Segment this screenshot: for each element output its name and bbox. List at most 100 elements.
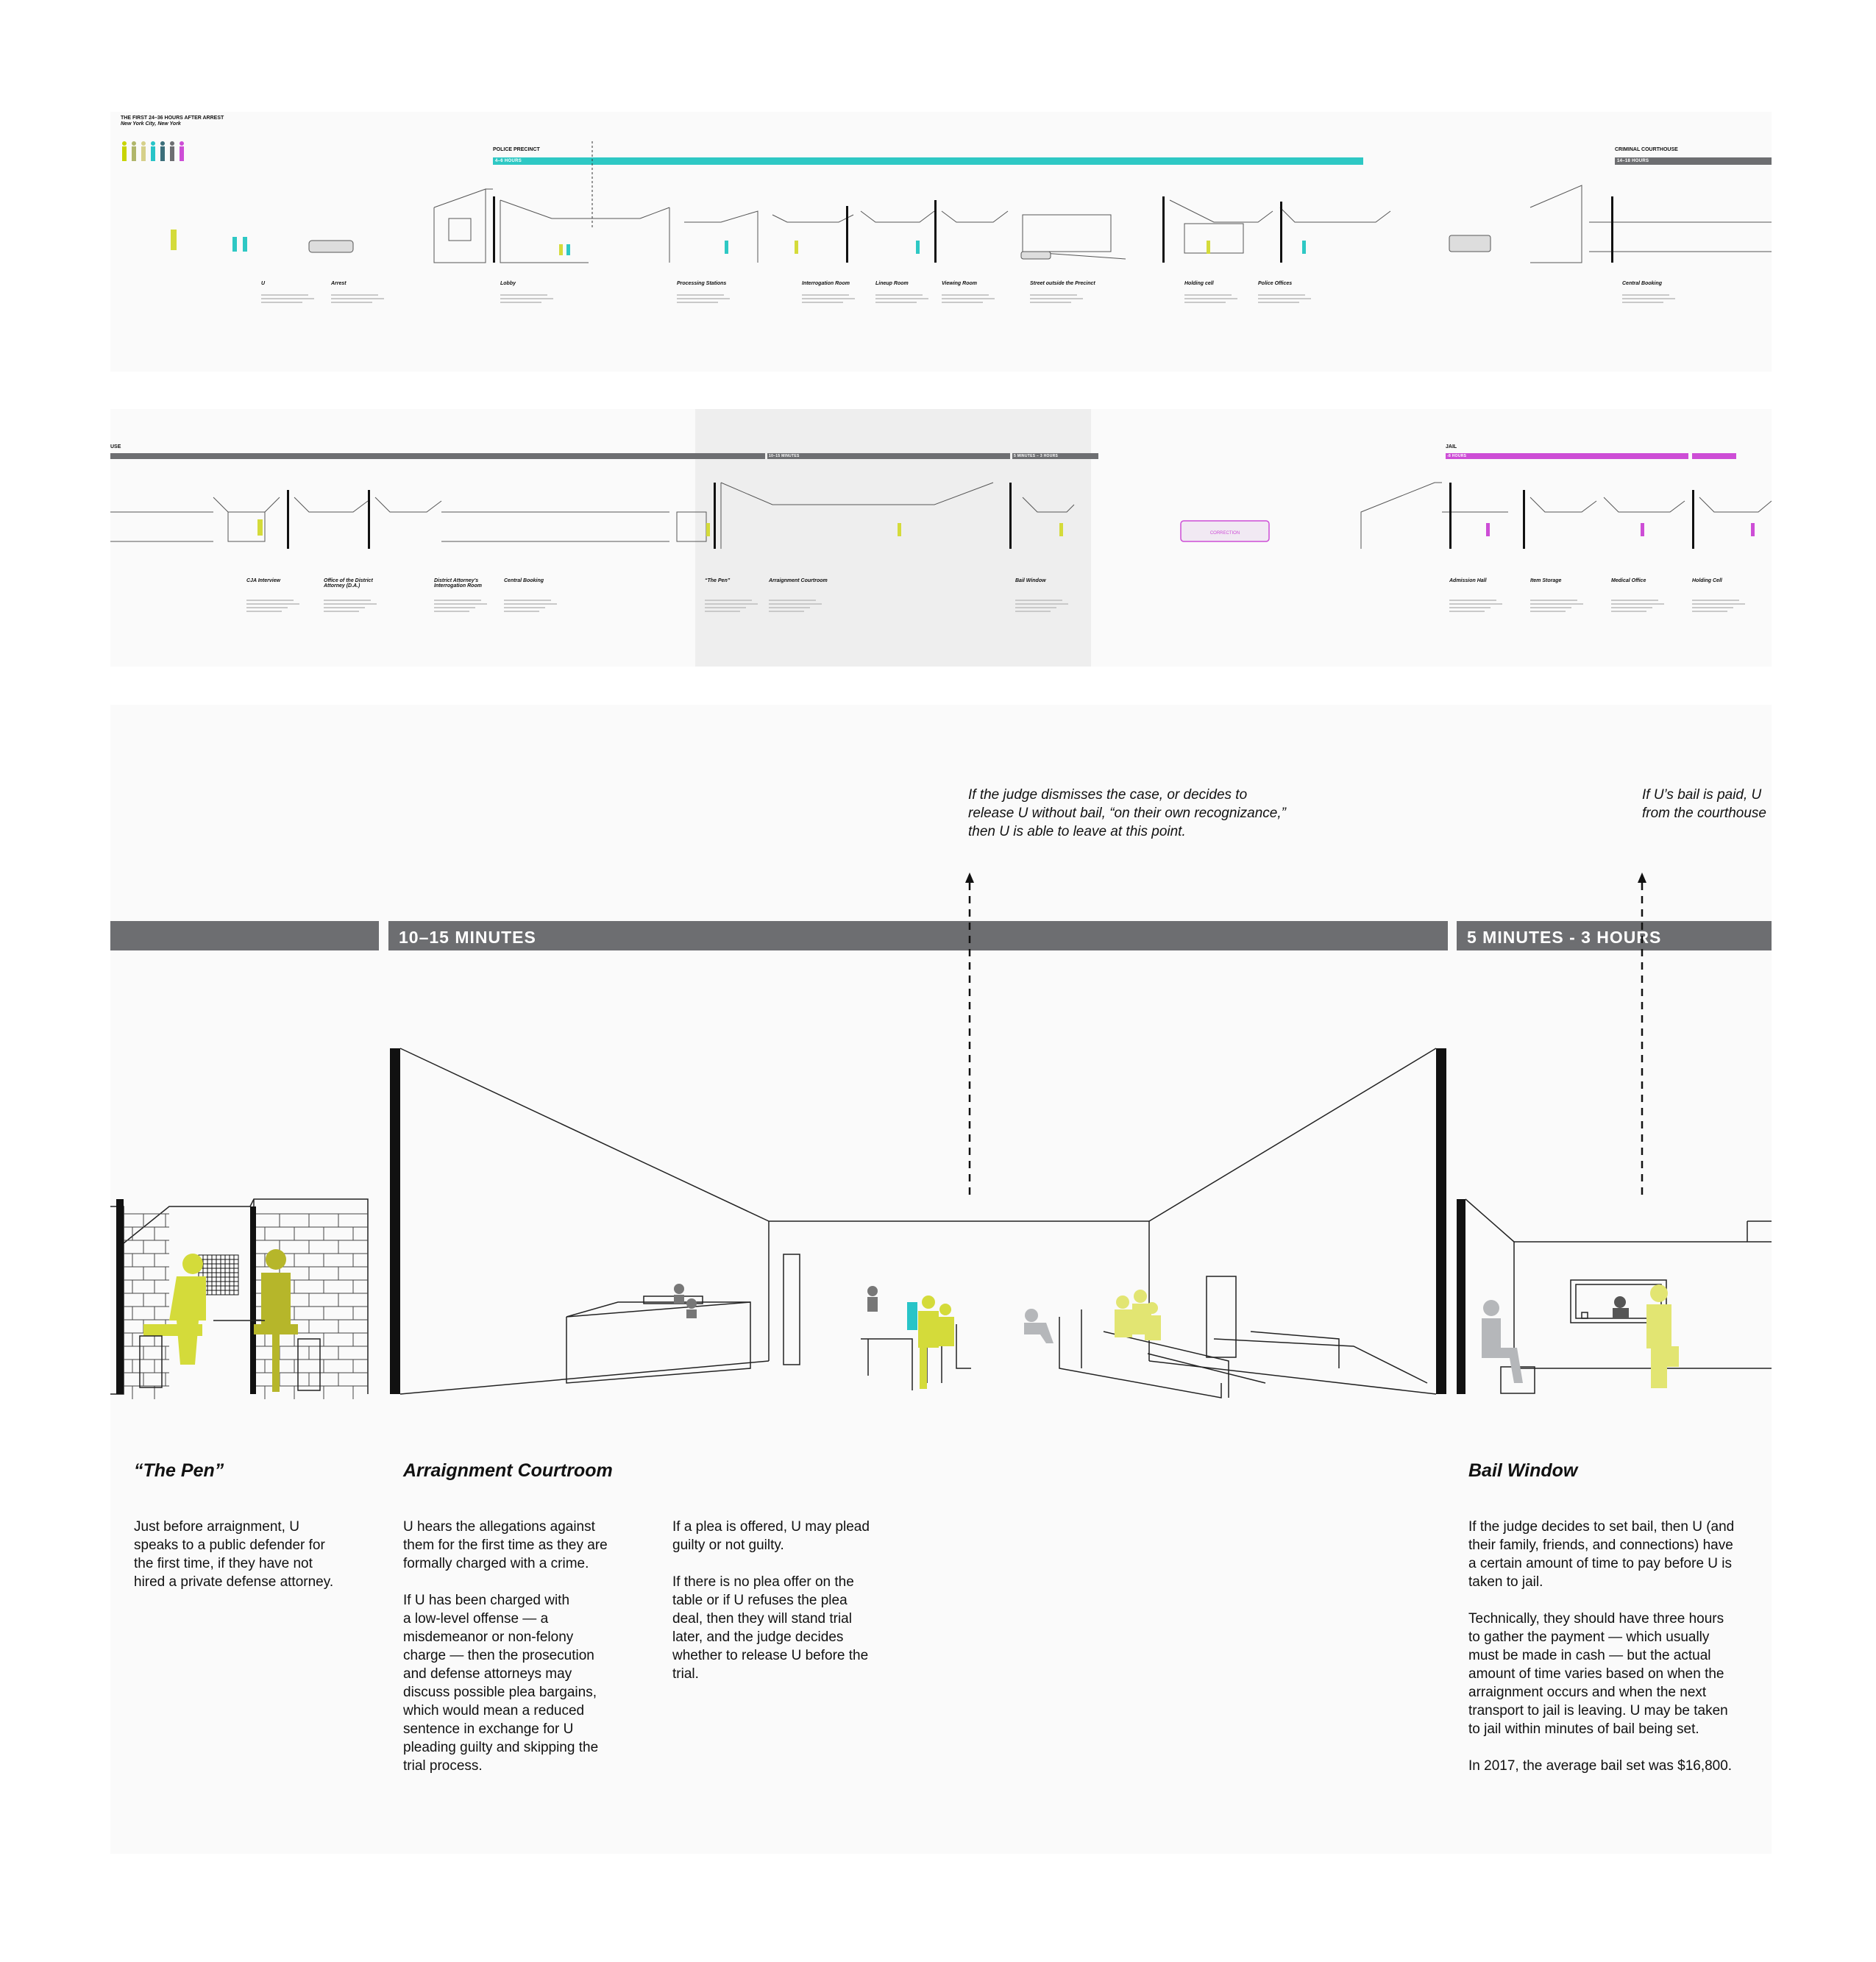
police-precinct-label: POLICE PRECINCT <box>493 147 540 152</box>
note-bail-paid: If U’s bail is paid, U from the courthou… <box>1642 787 1766 821</box>
legend-figure-head <box>132 141 136 146</box>
middle-station-label: “The Pen” <box>705 578 731 583</box>
top-station-text-placeholder <box>261 292 320 305</box>
top-station-label: Arrest <box>331 281 347 286</box>
top-station-text-placeholder <box>331 292 390 305</box>
top-station-label: Viewing Room <box>942 281 977 286</box>
pen-title: “The Pen” <box>134 1460 224 1481</box>
middle-station-label: Arraignment Courtroom <box>769 578 828 583</box>
legend-figure-body <box>170 146 174 161</box>
courthouse-label: CRIMINAL COURTHOUSE <box>1615 147 1678 152</box>
top-station-label: Street outside the Precinct <box>1030 281 1095 286</box>
jail-bar: -8 HOURS <box>1446 453 1688 459</box>
courthouse-bar-continued <box>110 453 765 459</box>
middle-station-label: District Attorney's Interrogation Room <box>434 578 482 589</box>
top-station-label: Lobby <box>500 281 516 286</box>
overview-panel-middle: USE 10–15 MINUTES 5 MINUTES – 3 HOURS JA… <box>110 409 1772 667</box>
legend-figure-head <box>141 141 146 146</box>
middle-station-text-placeholder <box>246 597 305 614</box>
top-station-text-placeholder <box>942 292 1001 305</box>
top-station-label: Processing Stations <box>677 281 727 286</box>
middle-station-label: CJA Interview <box>246 578 281 583</box>
top-station-text-placeholder <box>1258 292 1317 305</box>
courthouse-duration: 14–18 HOURS <box>1617 159 1649 163</box>
middle-station-label: Admission Hall <box>1449 578 1487 583</box>
jail-bar-2 <box>1692 453 1736 459</box>
top-station-text-placeholder <box>1030 292 1089 305</box>
top-station-label: Interrogation Room <box>802 281 850 286</box>
top-station-text-placeholder <box>1184 292 1243 305</box>
courthouse-bar: 14–18 HOURS <box>1615 157 1772 165</box>
courtroom-text-2: If a plea is offered, U may plead guilty… <box>672 1519 870 1682</box>
police-precinct-duration: 4–6 HOURS <box>495 159 522 163</box>
legend-figure-head <box>180 141 184 146</box>
overview-subtitle: New York City, New York <box>121 121 181 127</box>
middle-station-label: Central Booking <box>504 578 544 583</box>
top-station-label: Lineup Room <box>875 281 909 286</box>
middle-station-text-placeholder <box>1015 597 1074 614</box>
legend-figure-body <box>160 146 165 161</box>
bail-title: Bail Window <box>1468 1460 1578 1481</box>
top-station-label: Holding cell <box>1184 281 1214 286</box>
mini-bar-10-15: 10–15 MINUTES <box>767 453 1010 459</box>
top-station-text-placeholder <box>500 292 559 305</box>
middle-station-label: Office of the District Attorney (D.A.) <box>324 578 373 589</box>
middle-station-text-placeholder <box>324 597 383 614</box>
middle-station-text-placeholder <box>1692 597 1751 614</box>
overview-panel-top: THE FIRST 24–36 HOURS AFTER ARREST New Y… <box>110 112 1772 372</box>
legend-figure-head <box>170 141 174 146</box>
middle-station-label: Item Storage <box>1530 578 1562 583</box>
middle-station-text-placeholder <box>705 597 764 614</box>
note-judge-dismisses: If the judge dismisses the case, or deci… <box>968 787 1286 839</box>
precinct-scene-strip <box>171 185 1772 263</box>
courtroom-text-1: U hears the allegations against them for… <box>403 1519 608 1774</box>
legend-figure-body <box>151 146 155 161</box>
legend-figure-head <box>160 141 165 146</box>
middle-station-label: Bail Window <box>1015 578 1046 583</box>
middle-station-label: Holding Cell <box>1692 578 1722 583</box>
middle-station-text-placeholder <box>504 597 563 614</box>
jail-bus <box>1180 520 1270 542</box>
use-label: USE <box>110 444 121 449</box>
middle-station-label: Medical Office <box>1611 578 1646 583</box>
jail-label: JAIL <box>1446 444 1457 449</box>
bail-text: If the judge decides to set bail, then U… <box>1468 1519 1735 1774</box>
detail-bar-left <box>110 921 379 950</box>
middle-station-text-placeholder <box>1611 597 1670 614</box>
jail-duration: -8 HOURS <box>1447 454 1467 458</box>
top-station-label: U <box>261 281 266 286</box>
legend-figure-head <box>151 141 155 146</box>
middle-scene-strip: CORRECTION <box>110 482 1772 549</box>
legend-figure-body <box>180 146 184 161</box>
top-station-label: Central Booking <box>1622 281 1663 286</box>
top-station-text-placeholder <box>1622 292 1681 305</box>
police-precinct-bar: 4–6 HOURS <box>493 157 1363 165</box>
legend-figure-body <box>141 146 146 161</box>
courtroom-highlight <box>695 409 1091 667</box>
jail-bus-label: CORRECTION <box>1210 531 1240 536</box>
mini-bar-10-15-label: 10–15 MINUTES <box>769 454 800 458</box>
top-dotted-lines <box>591 141 593 230</box>
overview-title: THE FIRST 24–36 HOURS AFTER ARREST <box>121 115 224 121</box>
top-station-label: Police Offices <box>1258 281 1293 286</box>
pen-text: Just before arraignment, U speaks to a p… <box>134 1519 334 1590</box>
courtroom-title: Arraignment Courtroom <box>403 1460 613 1481</box>
top-station-text-placeholder <box>802 292 861 305</box>
middle-station-text-placeholder <box>434 597 493 614</box>
top-station-text-placeholder <box>677 292 736 305</box>
legend-figure-head <box>122 141 127 146</box>
middle-station-text-placeholder <box>1449 597 1508 614</box>
mini-bar-5min-3h-label: 5 MINUTES – 3 HOURS <box>1014 454 1059 458</box>
middle-station-text-placeholder <box>769 597 828 614</box>
detail-bar-5min-3h: 5 MINUTES - 3 HOURS <box>1457 921 1772 950</box>
legend-figure-body <box>132 146 136 161</box>
detail-bar-5min-3h-label: 5 MINUTES - 3 HOURS <box>1467 928 1662 947</box>
legend-figure-body <box>122 146 127 161</box>
middle-station-text-placeholder <box>1530 597 1589 614</box>
legend-figures <box>122 141 184 161</box>
detail-panel <box>110 705 1772 1854</box>
top-station-text-placeholder <box>875 292 934 305</box>
mini-bar-5min-3h: 5 MINUTES – 3 HOURS <box>1012 453 1098 459</box>
detail-bar-10-15: 10–15 MINUTES <box>388 921 1448 950</box>
detail-bar-10-15-label: 10–15 MINUTES <box>399 928 536 947</box>
